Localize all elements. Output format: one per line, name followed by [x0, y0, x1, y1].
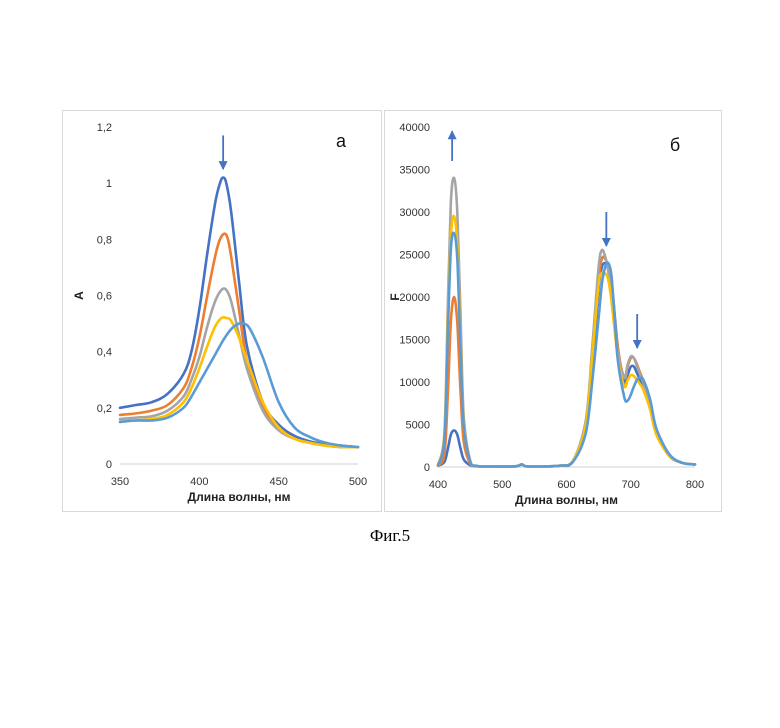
series-line-3: [438, 178, 695, 467]
series-line-5: [120, 323, 358, 447]
y-tick-label: 30000: [399, 207, 430, 219]
x-tick-label: 350: [111, 476, 129, 488]
y-axis-label: A: [72, 291, 86, 300]
y-tick-label: 0,8: [97, 234, 112, 246]
arrow-down-icon: [602, 212, 611, 247]
series-line-5: [438, 233, 695, 467]
fluorescence-chart: 0 5000 10000 15000 20000 25000 30000 35000 40000…: [385, 111, 721, 511]
arrow-head: [602, 238, 611, 247]
figure-caption: Фиг.5: [0, 526, 780, 546]
y-tick-label: 35000: [399, 165, 430, 177]
x-tick-label: 600: [557, 479, 575, 491]
x-tick-label: 400: [429, 479, 447, 491]
x-tick-label: 800: [686, 479, 704, 491]
y-tick-label: 0: [424, 462, 430, 474]
y-tick-label: 0: [106, 459, 112, 471]
series-line-4: [120, 317, 358, 447]
panel-label: а: [336, 131, 347, 151]
y-tick-label: 0,4: [97, 347, 112, 359]
chart-panel-b: 0 5000 10000 15000 20000 25000 30000 35000 40000…: [384, 110, 722, 512]
y-tick-label: 1,2: [97, 122, 112, 134]
y-tick-label: 10000: [399, 377, 430, 389]
chart-panel-a: 0 0,2 0,4 0,6 0,8 1 1,2 350 400 450 500 Длина волны…: [62, 110, 382, 512]
y-tick-label: 0,2: [97, 403, 112, 415]
x-tick-label: 500: [493, 479, 511, 491]
y-tick-label: 0,6: [97, 291, 112, 303]
x-tick-label: 700: [622, 479, 640, 491]
arrow-down-icon: [219, 135, 228, 170]
arrow-down-icon: [633, 314, 642, 349]
absorbance-chart: 0 0,2 0,4 0,6 0,8 1 1,2 350 400 450 500 Длина волны…: [63, 111, 381, 511]
x-tick-label: 500: [349, 476, 367, 488]
y-tick-label: 20000: [399, 292, 430, 304]
x-tick-label: 450: [269, 476, 287, 488]
y-tick-label: 15000: [399, 335, 430, 347]
arrow-up-icon: [448, 130, 457, 161]
x-tick-label: 400: [190, 476, 208, 488]
y-axis-label: F: [388, 293, 402, 300]
y-tick-label: 5000: [406, 420, 430, 432]
arrow-head: [448, 130, 457, 139]
y-tick-label: 40000: [399, 122, 430, 134]
y-tick-label: 1: [106, 178, 112, 190]
x-axis-label: Длина волны, нм: [515, 493, 618, 507]
x-axis-label: Длина волны, нм: [188, 490, 291, 504]
arrow-head: [219, 161, 228, 170]
panel-label: б: [670, 135, 680, 155]
y-tick-label: 25000: [399, 250, 430, 262]
arrow-head: [633, 340, 642, 349]
